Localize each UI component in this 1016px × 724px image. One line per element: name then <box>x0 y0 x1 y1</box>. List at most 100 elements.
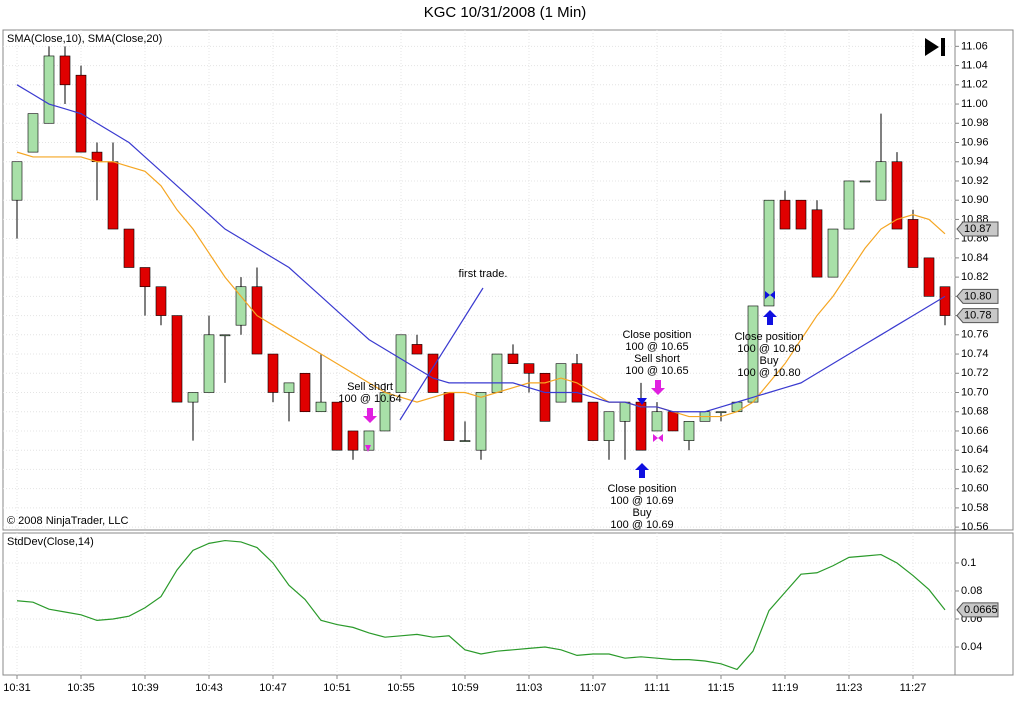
exit-marker <box>365 445 371 452</box>
candle-body <box>203 334 215 393</box>
price-panel <box>2 29 1014 531</box>
last-value-label: 10.78 <box>964 309 992 321</box>
y-tick-label: 10.62 <box>961 463 989 475</box>
buy-arrow <box>635 463 649 478</box>
candle-body <box>667 411 679 432</box>
sma-line <box>16 84 946 413</box>
annotation: Buy <box>633 507 652 519</box>
last-value-box <box>956 221 999 237</box>
candle-body <box>891 161 903 230</box>
candle-body <box>59 55 71 86</box>
x-tick-label: 10:51 <box>323 682 351 694</box>
y-tick-label: 10.60 <box>961 483 989 495</box>
x-tick-label: 10:31 <box>3 682 31 694</box>
candle-body <box>923 257 935 297</box>
candle-body <box>443 392 455 441</box>
annotation: 100 @ 10.64 <box>338 393 401 405</box>
annotation: 100 @ 10.65 <box>625 341 688 353</box>
candle-body <box>27 113 39 153</box>
last-value-label: 10.87 <box>964 223 992 235</box>
x-tick-label: 11:11 <box>644 682 670 694</box>
y-tick-label: 10.98 <box>961 117 989 129</box>
candle-body <box>907 219 919 268</box>
candle-body <box>859 180 871 183</box>
buy-arrow <box>763 310 777 325</box>
candle-body <box>507 353 519 364</box>
chart-title: KGC 10/31/2008 (1 Min) <box>424 4 587 21</box>
x-tick-label: 10:55 <box>387 682 415 694</box>
candle-body <box>139 267 151 288</box>
y-tick-label: 10.72 <box>961 367 989 379</box>
candle-body <box>43 55 55 124</box>
candle-body <box>11 161 23 201</box>
trade-markers <box>363 287 777 478</box>
annotation: Close position <box>734 331 803 343</box>
candle-body <box>427 353 439 393</box>
candle-body <box>619 401 631 422</box>
candle-body <box>411 344 423 355</box>
candle-body <box>475 392 487 451</box>
line-series <box>16 539 946 671</box>
x-tick-label: 11:07 <box>580 682 607 694</box>
sell-arrow <box>363 408 377 423</box>
y-tick-label: 10.66 <box>961 425 989 437</box>
candle-body <box>347 430 359 451</box>
candle-body <box>267 353 279 393</box>
candle-body <box>363 430 375 451</box>
candle-body <box>491 353 503 393</box>
candle-body <box>555 363 567 403</box>
panel-label: StdDev(Close,14) <box>7 536 94 548</box>
candle-body <box>843 180 855 230</box>
candle-body <box>171 315 183 403</box>
x-tick-label: 11:15 <box>708 682 735 694</box>
x-tick-label: 11:19 <box>772 682 799 694</box>
candle-body <box>331 401 343 451</box>
candle-body <box>395 334 407 393</box>
last-value-box <box>956 602 999 618</box>
candle-body <box>651 411 663 432</box>
candle-body <box>251 286 263 355</box>
candle-body <box>683 421 695 441</box>
annotation: 100 @ 10.69 <box>610 519 673 531</box>
y-tick-label: 0.1 <box>961 557 976 569</box>
candle-body <box>299 372 311 413</box>
last-value-box <box>956 288 999 304</box>
y-tick-label: 11.04 <box>961 59 988 71</box>
x-tick-label: 10:35 <box>67 682 95 694</box>
y-tick-label: 10.58 <box>961 502 989 514</box>
candle-body <box>107 161 119 230</box>
annotation: 100 @ 10.69 <box>610 495 673 507</box>
sell-arrow <box>651 380 665 395</box>
annotation: 100 @ 10.80 <box>737 367 800 379</box>
annotation: 100 @ 10.65 <box>625 365 688 377</box>
y-tick-label: 0.08 <box>961 585 982 597</box>
candle-body <box>763 199 775 307</box>
indicator-plot <box>3 533 955 675</box>
candle-body <box>603 411 615 441</box>
candle-body <box>635 401 647 451</box>
candle-body <box>811 209 823 278</box>
candle-body <box>715 411 727 414</box>
last-value-label: 10.80 <box>964 290 992 302</box>
candle-body <box>235 286 247 326</box>
axes: 10.56 10.58 10.60 10.62 10.64 10.66 10.68 10.70… <box>3 33 999 694</box>
y-tick-label: 10.96 <box>961 136 989 148</box>
trend-line <box>399 287 484 421</box>
y-tick-label: 11.00 <box>961 98 988 110</box>
exit-marker <box>653 434 663 442</box>
x-tick-label: 11:27 <box>900 682 927 694</box>
last-value-label: 0.0665 <box>964 604 998 616</box>
annotation: Close position <box>607 483 676 495</box>
candle-body <box>187 392 199 403</box>
play-icon <box>925 38 945 56</box>
y-tick-label: 10.74 <box>961 348 989 360</box>
candle-body <box>315 401 327 413</box>
candle-body <box>155 286 167 316</box>
annotation: 100 @ 10.80 <box>737 343 800 355</box>
y-tick-label: 11.06 <box>961 40 988 52</box>
candle-body <box>523 363 535 374</box>
annotation: first trade. <box>459 268 508 280</box>
x-tick-label: 10:39 <box>131 682 159 694</box>
annotation: Buy <box>760 355 779 367</box>
